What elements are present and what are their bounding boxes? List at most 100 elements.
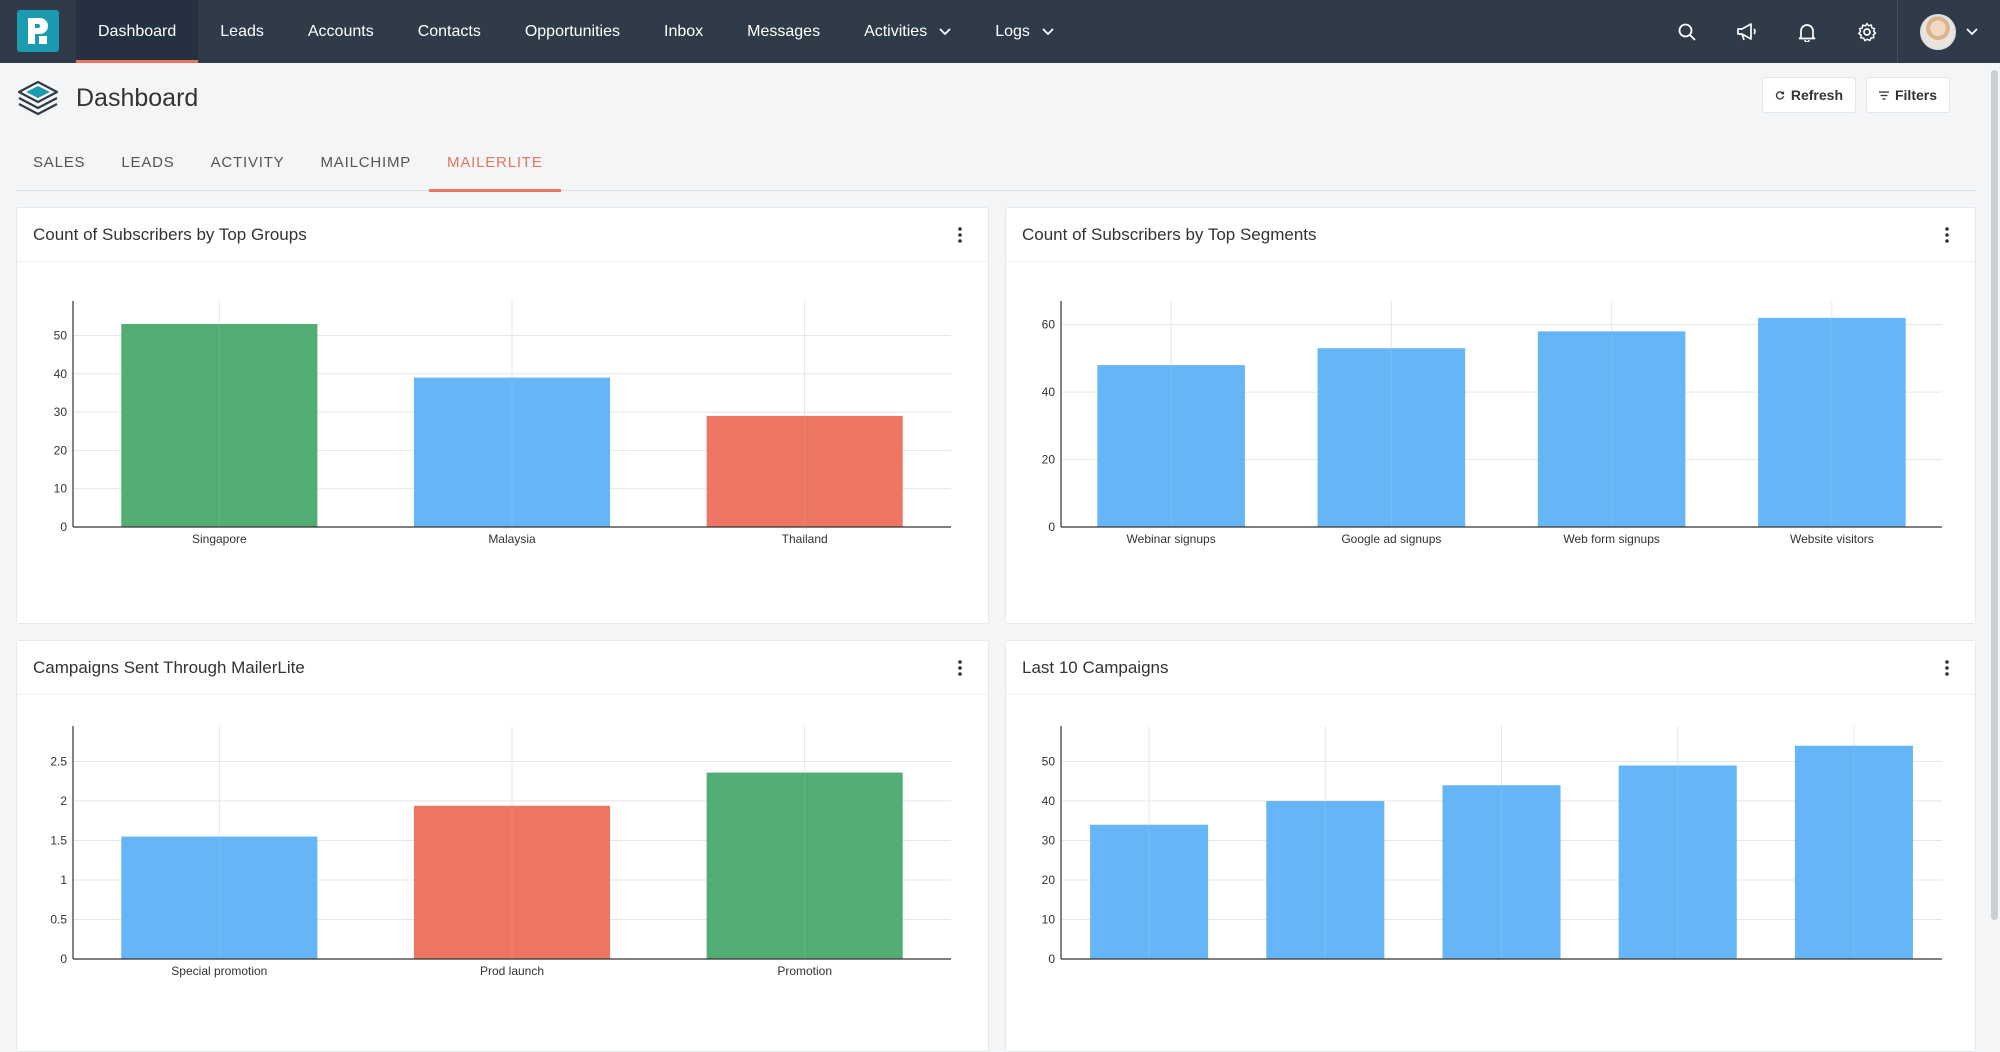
nav-item-label: Inbox — [664, 22, 704, 40]
bar[interactable] — [1618, 765, 1737, 959]
card-menu-button[interactable] — [948, 656, 972, 680]
y-tick-label: 10 — [54, 482, 68, 496]
bar[interactable] — [1758, 317, 1906, 527]
nav-menu: Dashboard Leads Accounts Contacts Opportunit… — [76, 0, 1076, 63]
settings-button[interactable] — [1837, 0, 1897, 63]
y-tick-label: 10 — [1042, 913, 1056, 927]
bar[interactable] — [413, 805, 611, 959]
bar[interactable] — [121, 323, 318, 527]
y-tick-label: 2.5 — [50, 755, 67, 769]
y-tick-label: 40 — [1042, 385, 1056, 399]
bar[interactable] — [1442, 785, 1561, 959]
chart-card-last-campaigns: Last 10 Campaigns 0 10 20 30 40 50 — [1005, 640, 1976, 1052]
card-title: Campaigns Sent Through MailerLite — [33, 657, 305, 677]
kebab-menu-icon — [958, 226, 962, 243]
y-tick-label: 20 — [54, 443, 68, 457]
tab-activity[interactable]: ACTIVITY — [210, 154, 285, 171]
nav-item-accounts[interactable]: Accounts — [286, 0, 396, 63]
y-tick-label: 20 — [1042, 453, 1056, 467]
app-logo[interactable] — [17, 10, 59, 52]
bar[interactable] — [706, 415, 903, 527]
card-title: Count of Subscribers by Top Groups — [33, 224, 307, 244]
y-tick-label: 50 — [1042, 755, 1056, 769]
nav-item-label: Messages — [747, 22, 821, 40]
chevron-down-icon — [1042, 27, 1054, 35]
bell-icon — [1798, 23, 1816, 42]
card-menu-button[interactable] — [1935, 223, 1959, 247]
nav-item-inbox[interactable]: Inbox — [642, 0, 725, 63]
filters-button[interactable]: Filters — [1866, 77, 1950, 113]
y-tick-label: 20 — [1042, 873, 1056, 887]
notifications-button[interactable] — [1777, 0, 1837, 63]
chevron-down-icon — [1966, 27, 1978, 35]
y-tick-label: 0 — [60, 952, 67, 966]
bars — [1090, 745, 1913, 959]
user-menu[interactable] — [1897, 0, 2000, 63]
nav-item-dashboard[interactable]: Dashboard — [76, 0, 199, 63]
avatar — [1920, 13, 1956, 50]
tab-mailchimp[interactable]: MAILCHIMP — [320, 154, 412, 171]
kebab-menu-icon — [958, 659, 962, 676]
nav-item-label: Dashboard — [98, 22, 177, 40]
y-tick-label: 60 — [1042, 318, 1056, 332]
nav-item-activities[interactable]: Activities — [842, 0, 973, 63]
card-menu-button[interactable] — [948, 223, 972, 247]
nav-item-opportunities[interactable]: Opportunities — [503, 0, 642, 63]
card-menu-button[interactable] — [1935, 656, 1959, 680]
refresh-icon — [1775, 90, 1785, 100]
bar[interactable] — [121, 836, 318, 959]
nav-item-logs[interactable]: Logs — [973, 0, 1076, 63]
page-scrollbar[interactable] — [1991, 70, 1998, 920]
nav-item-label: Accounts — [307, 22, 374, 40]
filter-icon — [1879, 90, 1889, 100]
nav-right-tools — [1657, 0, 2000, 63]
bar[interactable] — [1794, 745, 1913, 959]
bar[interactable] — [1097, 365, 1245, 527]
bar[interactable] — [413, 377, 611, 527]
announcements-button[interactable] — [1717, 0, 1777, 63]
nav-item-leads[interactable]: Leads — [198, 0, 286, 63]
bar[interactable] — [1090, 824, 1209, 959]
y-tick-label: 0.5 — [50, 913, 67, 927]
x-tick-label: Webinar signups — [1127, 532, 1216, 546]
y-tick-label: 40 — [1042, 794, 1056, 808]
bars: Special promotion Prod launch Promotion — [121, 772, 903, 978]
nav-item-label: Leads — [220, 22, 264, 40]
nav-item-contacts[interactable]: Contacts — [396, 0, 503, 63]
y-tick-label: 0 — [1048, 952, 1055, 966]
chevron-down-icon — [939, 27, 951, 35]
y-tick-label: 30 — [54, 405, 68, 419]
page-header: Dashboard — [16, 78, 198, 118]
bar-chart: 0 10 20 30 40 50 — [1042, 726, 1942, 966]
bar[interactable] — [706, 772, 903, 959]
tab-sales[interactable]: SALES — [33, 154, 86, 171]
refresh-button[interactable]: Refresh — [1762, 77, 1856, 113]
x-tick-label: Website visitors — [1790, 532, 1874, 546]
bar[interactable] — [1537, 331, 1686, 527]
bar[interactable] — [1266, 801, 1385, 959]
y-tick-label: 2 — [60, 794, 67, 808]
bar[interactable] — [1317, 348, 1466, 527]
nav-item-messages[interactable]: Messages — [725, 0, 842, 63]
card-title: Count of Subscribers by Top Segments — [1022, 224, 1317, 244]
search-button[interactable] — [1657, 0, 1717, 63]
search-icon — [1678, 23, 1696, 41]
bar-chart: 0 0.5 1 1.5 2 2.5 Special promotion Prod launch… — [50, 726, 951, 978]
y-tick-label: 0 — [60, 520, 67, 534]
chart-card-campaigns-sent: Campaigns Sent Through MailerLite 0 0.5 1 1… — [16, 640, 989, 1052]
tab-mailerlite[interactable]: MAILERLITE — [429, 140, 561, 192]
bar-chart: 0 10 20 30 40 50 Singapore Malaysia Thailand — [54, 301, 951, 546]
tab-leads[interactable]: LEADS — [121, 154, 175, 171]
bars: Singapore Malaysia Thailand — [121, 323, 903, 546]
chart-card-top-segments: Count of Subscribers by Top Segments 0 20… — [1005, 207, 1976, 624]
x-tick-label: Thailand — [782, 532, 828, 546]
layers-icon — [17, 80, 59, 116]
megaphone-icon — [1737, 22, 1756, 40]
nav-item-label: Contacts — [417, 22, 481, 40]
gear-icon — [1858, 22, 1877, 41]
bars: Webinar signups Google ad signups Web form… — [1097, 317, 1906, 546]
refresh-label: Refresh — [1790, 87, 1843, 103]
x-tick-label: Promotion — [777, 964, 832, 978]
logo-mark-icon — [28, 18, 48, 44]
